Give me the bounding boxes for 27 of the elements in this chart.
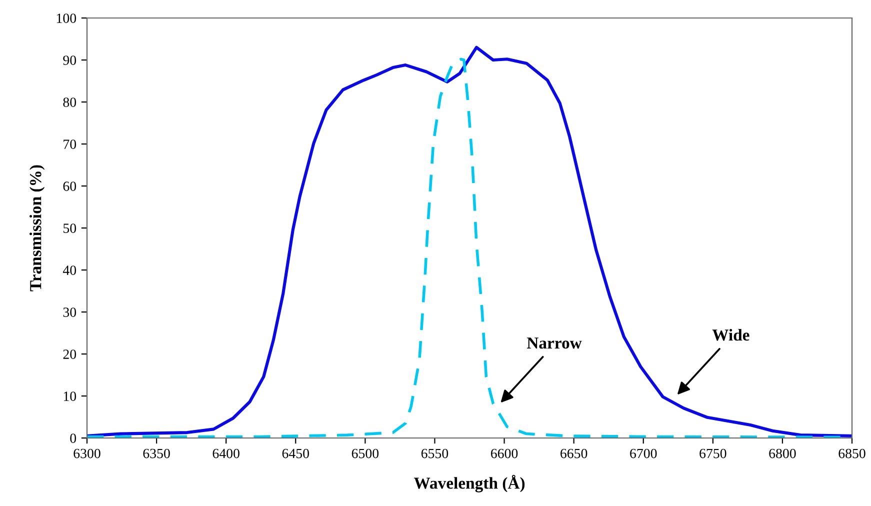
annotation: Narrow <box>526 338 582 349</box>
y-tick-label: 70 <box>64 140 76 149</box>
y-tick-label: 50 <box>64 224 76 233</box>
x-tick-label: 6700 <box>630 448 657 458</box>
y-tick-label: 60 <box>63 182 76 191</box>
x-tick-label: 6650 <box>560 448 588 458</box>
y-tick-label: 20 <box>63 350 76 359</box>
y-axis-title: Transmission (%) <box>30 165 45 292</box>
x-tick-label: 6400 <box>212 448 240 458</box>
x-tick-label: 6300 <box>74 448 100 458</box>
x-tick-label: 6350 <box>143 448 170 458</box>
y-tick-label: 100 <box>56 14 76 23</box>
y-tick-label: 0 <box>70 434 76 443</box>
annotation: Wide <box>712 328 750 341</box>
x-tick-label: 6800 <box>769 448 796 458</box>
y-tick-label: 30 <box>63 308 76 317</box>
y-tick-label: 80 <box>63 98 76 107</box>
x-tick-label: 6500 <box>352 448 379 458</box>
x-tick-label: 6850 <box>838 448 866 458</box>
y-tick-label: 40 <box>62 266 76 275</box>
x-tick-label: 6600 <box>490 448 518 458</box>
x-tick-label: 6750 <box>700 448 726 458</box>
y-tick-label: 10 <box>64 392 76 401</box>
x-axis-title: Wavelength (Å) <box>414 474 525 492</box>
x-tick-label: 6550 <box>421 448 448 458</box>
x-tick-label: 6450 <box>282 448 309 458</box>
y-tick-label: 90 <box>63 56 76 65</box>
